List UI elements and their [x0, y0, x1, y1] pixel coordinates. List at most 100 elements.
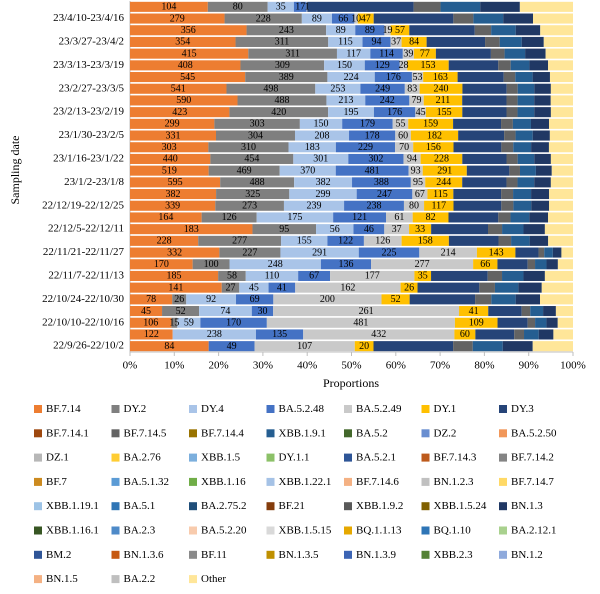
data-label: 175	[287, 212, 302, 223]
data-label: 37	[391, 37, 401, 48]
bar-segment	[328, 36, 363, 47]
bar-segment	[497, 259, 528, 270]
data-label: 28	[398, 60, 408, 71]
data-label: 498	[263, 84, 278, 95]
data-label: 249	[375, 84, 390, 95]
legend-label: DY.3	[511, 403, 534, 415]
data-label: 261	[359, 306, 374, 317]
legend-label: XBB.1.5	[201, 452, 241, 464]
bar-segment	[273, 294, 382, 305]
bar-segment	[417, 282, 480, 293]
bar-segment	[192, 259, 230, 270]
bar-segment	[364, 60, 400, 71]
bar-segment	[171, 317, 178, 328]
legend-label: BN.1.3.9	[356, 549, 397, 561]
data-label: 150	[337, 60, 352, 71]
bar-segment	[525, 48, 546, 59]
bar-segment	[453, 341, 473, 352]
data-label: 423	[172, 107, 187, 118]
bar-segment	[354, 341, 374, 352]
bar-segment	[281, 235, 328, 246]
bar-segment	[332, 13, 355, 24]
data-label: 74	[220, 306, 230, 317]
bar-segment	[530, 306, 544, 317]
bar-segment	[454, 329, 476, 340]
bar-segment	[130, 247, 220, 258]
bar-segment	[549, 189, 573, 200]
bar-segment	[360, 83, 405, 94]
bar-segment	[320, 259, 372, 270]
bar-segment	[504, 130, 516, 141]
data-label: 185	[167, 271, 182, 282]
y-tick-label: 23/1/16-23/1/22	[53, 152, 124, 164]
bar-segment	[395, 142, 414, 153]
legend-label: XBB.1.22.1	[279, 476, 332, 488]
bar-segment	[299, 118, 343, 129]
bar-segment	[487, 270, 503, 281]
bar-segment	[503, 13, 534, 24]
bar-segment	[353, 224, 385, 235]
bar-segment	[499, 36, 522, 47]
bar-segment	[494, 282, 519, 293]
legend-label: XBB.1.16.1	[46, 525, 99, 537]
legend-label: BQ.1.10	[434, 525, 472, 537]
legend-swatch	[189, 453, 197, 462]
bar-segment	[245, 72, 328, 83]
bar-segment	[538, 247, 545, 258]
data-label: 303	[250, 119, 265, 130]
y-tick-label: 22/10/10-22/10/16	[42, 316, 124, 328]
bar-segment	[357, 13, 374, 24]
legend-label: BA.2.76	[124, 452, 162, 464]
data-label: 55	[395, 119, 405, 130]
y-tick-label: 22/12/5-22/12/11	[48, 223, 124, 235]
data-label: 126	[222, 212, 237, 223]
data-label: 228	[157, 236, 172, 247]
bar-segment	[328, 107, 374, 118]
bar-segment	[130, 259, 193, 270]
bar-segment	[172, 294, 187, 305]
data-label: 176	[386, 72, 401, 83]
bar-segment	[130, 317, 172, 328]
data-label: 60	[460, 329, 470, 340]
data-label: 67	[309, 271, 319, 282]
bar-segment	[440, 1, 481, 12]
data-label: 388	[374, 177, 389, 188]
legend-label: BN.1.3	[511, 500, 543, 512]
bar-segment	[248, 48, 337, 59]
legend-label: BF.7.14.5	[124, 427, 167, 439]
data-label: 304	[248, 130, 263, 141]
bar-segment	[490, 48, 505, 59]
bar-segment	[210, 153, 294, 164]
bar-segment	[201, 212, 257, 223]
legend-swatch	[499, 550, 507, 559]
bar-segment	[326, 95, 366, 106]
bar-segment	[216, 130, 295, 141]
data-label: 408	[178, 60, 193, 71]
bar-segment	[384, 25, 391, 36]
bar-segment	[267, 1, 294, 12]
bar-segment	[549, 118, 573, 129]
bar-segment	[392, 118, 409, 129]
bar-segment	[237, 95, 327, 106]
data-label: 545	[180, 72, 195, 83]
bar-segment	[550, 107, 573, 118]
data-label: 164	[158, 212, 173, 223]
data-label: 183	[305, 142, 320, 153]
bar-segment	[130, 1, 208, 12]
bar-segment	[420, 153, 463, 164]
data-label: 162	[340, 282, 355, 293]
data-label: 129	[375, 60, 390, 71]
bar-segment	[532, 72, 550, 83]
bar-segment	[517, 107, 535, 118]
legend-label: BA.5.2.1	[356, 452, 396, 464]
data-label: 110	[265, 271, 280, 282]
bar-segment	[130, 306, 163, 317]
y-axis-title: Sampling date	[8, 136, 22, 205]
bar-segment	[130, 165, 209, 176]
bar-segment	[462, 83, 507, 94]
data-label: 301	[313, 154, 328, 165]
data-label: 77	[420, 48, 430, 59]
bar-segment	[531, 200, 550, 211]
data-label: 228	[434, 154, 449, 165]
data-label: 61	[394, 212, 404, 223]
